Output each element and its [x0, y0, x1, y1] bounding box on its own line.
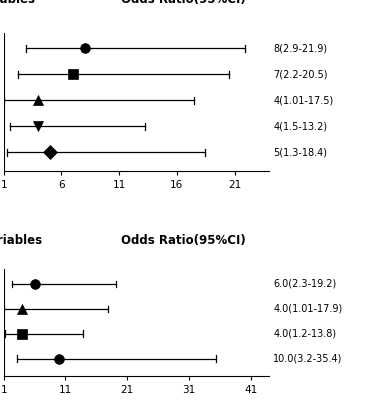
Text: US Variables: US Variables [0, 0, 35, 6]
Text: 6.0(2.3-19.2): 6.0(2.3-19.2) [273, 279, 337, 289]
Text: 5(1.3-18.4): 5(1.3-18.4) [273, 148, 328, 158]
Text: 7(2.2-20.5): 7(2.2-20.5) [273, 70, 328, 80]
Text: 10.0(3.2-35.4): 10.0(3.2-35.4) [273, 354, 343, 364]
Text: Odds Ratio(95%CI): Odds Ratio(95%CI) [120, 0, 245, 6]
Text: 4(1.5-13.2): 4(1.5-13.2) [273, 122, 328, 132]
Text: 4(1.01-17.5): 4(1.01-17.5) [273, 96, 334, 106]
Text: 4.0(1.2-13.8): 4.0(1.2-13.8) [273, 329, 337, 339]
Text: Odds Ratio(95%CI): Odds Ratio(95%CI) [120, 234, 245, 247]
Text: 8(2.9-21.9): 8(2.9-21.9) [273, 44, 328, 54]
Text: MRI Variables: MRI Variables [0, 234, 42, 247]
Text: 4.0(1.01-17.9): 4.0(1.01-17.9) [273, 304, 343, 314]
